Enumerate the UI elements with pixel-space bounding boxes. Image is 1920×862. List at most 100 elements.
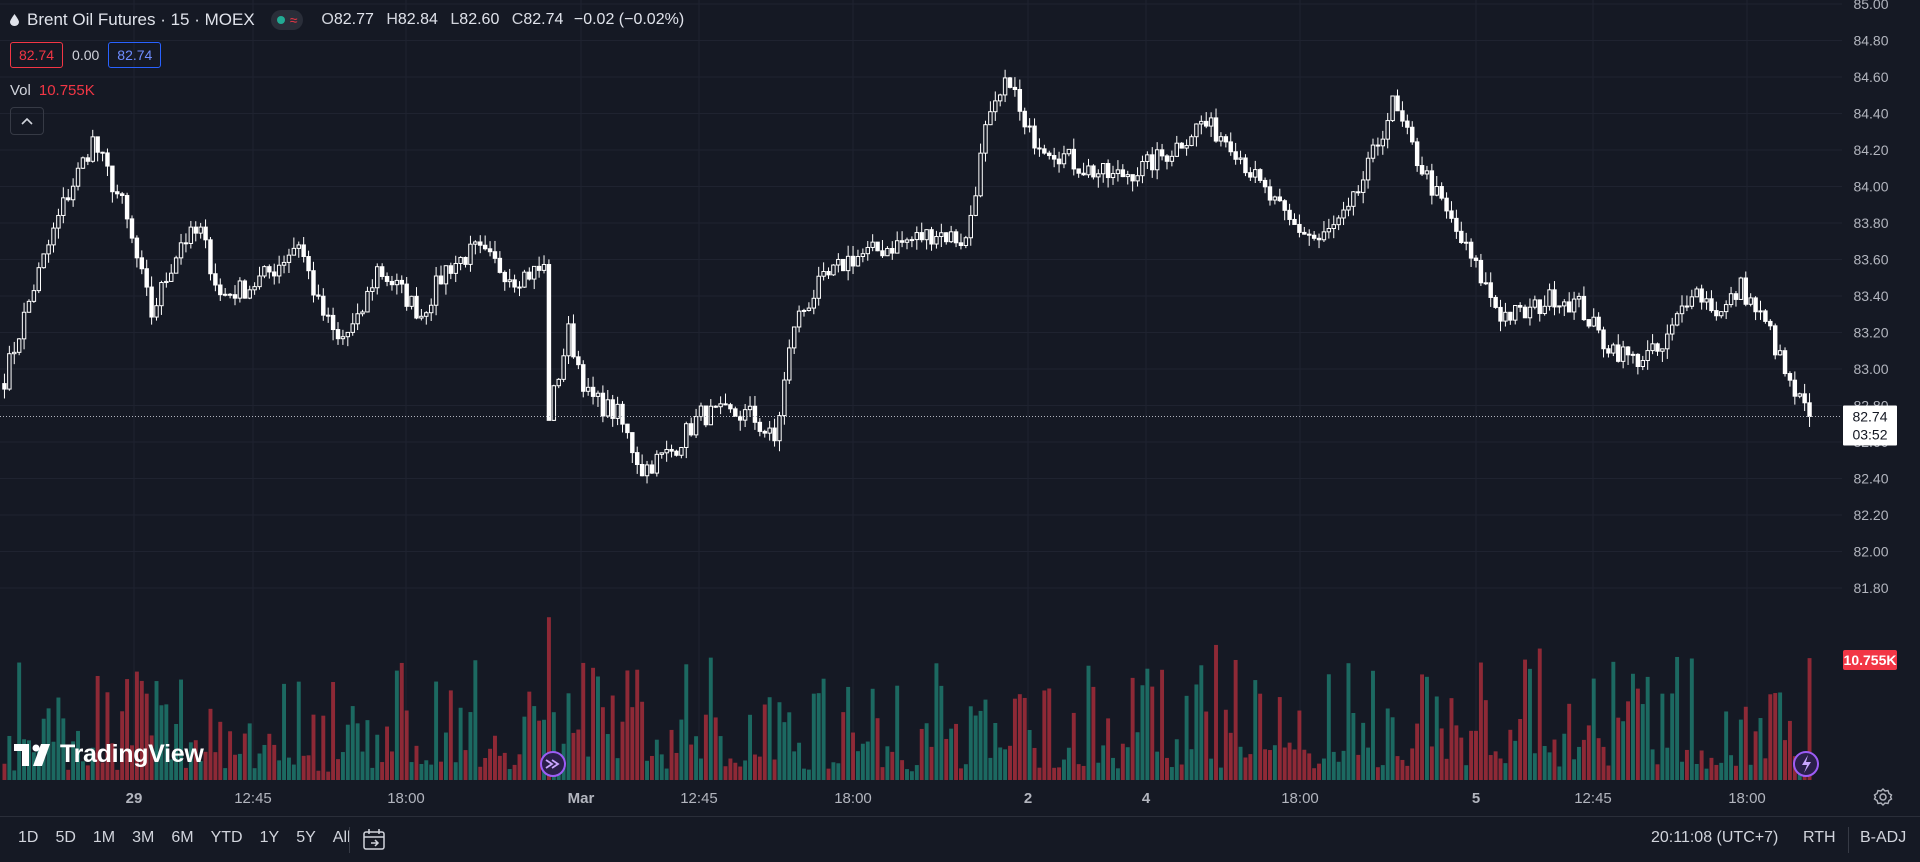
volume-bar [1699, 750, 1704, 780]
session-button[interactable]: RTH [1803, 829, 1836, 846]
volume-bar [345, 724, 350, 780]
volume-bar [630, 707, 635, 780]
volume-bar [905, 769, 909, 780]
volume-bar [149, 735, 154, 780]
volume-bar [743, 760, 748, 780]
volume-bar [1326, 674, 1331, 780]
candle [1660, 348, 1665, 362]
candle [325, 307, 331, 323]
volume-bar [1537, 648, 1542, 780]
candle [1444, 192, 1449, 219]
range-ytd[interactable]: YTD [210, 829, 243, 846]
market-status-toggle[interactable]: ≈ [270, 10, 304, 30]
candle [1213, 108, 1219, 143]
price-tick-label: 84.80 [1853, 33, 1888, 49]
range-1y[interactable]: 1Y [259, 829, 280, 846]
candle [1679, 295, 1685, 323]
volume-bar [1552, 739, 1557, 780]
candle [1522, 304, 1528, 319]
volume-bar [233, 754, 237, 780]
adjustment-button[interactable]: B-ADJ [1860, 829, 1907, 846]
range-3m[interactable]: 3M [132, 829, 155, 846]
candle [993, 91, 998, 121]
volume-bar [1640, 704, 1645, 780]
candle [664, 440, 669, 462]
collapse-legend-button[interactable] [10, 107, 44, 135]
volume-bar [1228, 732, 1233, 780]
time-axis[interactable]: 29 12:45 18:00 Mar 12:45 18:00 2 4 18:00 5 12:45 18… [126, 790, 1766, 807]
volume-bar [581, 662, 586, 780]
volume-bar [1572, 759, 1577, 780]
volume-bar [507, 769, 512, 780]
range-5d[interactable]: 5D [55, 829, 76, 846]
candle [1370, 138, 1376, 163]
candle [1071, 138, 1076, 176]
range-all[interactable]: All [332, 829, 351, 846]
logo-text: TradingView [60, 740, 204, 768]
candle [1203, 112, 1209, 129]
candle [590, 376, 596, 405]
candle [1164, 154, 1170, 170]
candle [752, 395, 758, 430]
candle [1096, 169, 1101, 188]
volume-bar [645, 760, 649, 780]
volume-bar [272, 744, 277, 780]
candle [1356, 185, 1361, 196]
range-5y[interactable]: 5Y [296, 829, 316, 846]
candle [821, 262, 826, 281]
axis-settings-icon[interactable] [1872, 786, 1894, 808]
volume-bar [31, 752, 36, 780]
candle [541, 255, 547, 274]
candle [983, 120, 988, 162]
candle [1562, 299, 1567, 317]
event-icon-left[interactable] [540, 751, 566, 777]
volume-bar [851, 732, 856, 780]
volume-bar [1469, 730, 1474, 780]
volume-bar [1704, 768, 1709, 780]
symbol-title[interactable]: Brent Oil Futures · 15 · MOEX [27, 10, 255, 29]
volume-bar [1616, 717, 1621, 780]
candle [841, 258, 846, 272]
volume-bar [1596, 738, 1601, 780]
ohlc-values: O82.77 H82.84 L82.60 C82.74 −0.02 (−0.02… [321, 11, 685, 28]
candle [379, 263, 385, 280]
lightning-icon[interactable] [1793, 751, 1819, 777]
candle [1169, 150, 1175, 167]
volume-bar [777, 702, 782, 780]
volume-bar [1106, 718, 1111, 780]
volume-bar [1165, 757, 1169, 780]
go-to-date-icon[interactable] [360, 827, 388, 853]
volume-bar [404, 710, 409, 780]
volume-bar [267, 733, 272, 780]
volume-bar [1194, 684, 1199, 780]
candle [973, 186, 978, 217]
volume-bar [703, 714, 708, 780]
range-6m[interactable]: 6M [171, 829, 194, 846]
volume-bar [767, 697, 772, 780]
candle [1282, 199, 1287, 221]
candle [566, 316, 571, 365]
price-axis[interactable]: 85.00 84.80 84.60 84.40 84.20 84.00 83.80 83.60… [1853, 0, 1888, 596]
range-1d[interactable]: 1D [18, 829, 39, 846]
volume-bar [973, 715, 978, 780]
sell-price-button[interactable]: 82.74 [10, 42, 64, 68]
clock-timezone[interactable]: 20:11:08 (UTC+7) [1651, 829, 1779, 846]
volume-bar [80, 761, 85, 780]
candle [801, 308, 807, 317]
range-1m[interactable]: 1M [92, 829, 116, 846]
candle [733, 406, 738, 417]
volume-bar [728, 758, 733, 780]
volume-bar [733, 762, 738, 780]
candle [1468, 238, 1474, 267]
volume-bar [517, 754, 522, 780]
volume-bar [174, 723, 179, 780]
candle [693, 408, 699, 438]
volume-bar [1503, 763, 1508, 780]
candle [635, 446, 640, 474]
candle [1723, 300, 1729, 320]
tradingview-logo[interactable]: TradingView [14, 740, 204, 769]
candle [507, 268, 512, 288]
buy-price-button[interactable]: 82.74 [108, 42, 162, 68]
candle [1586, 319, 1592, 329]
